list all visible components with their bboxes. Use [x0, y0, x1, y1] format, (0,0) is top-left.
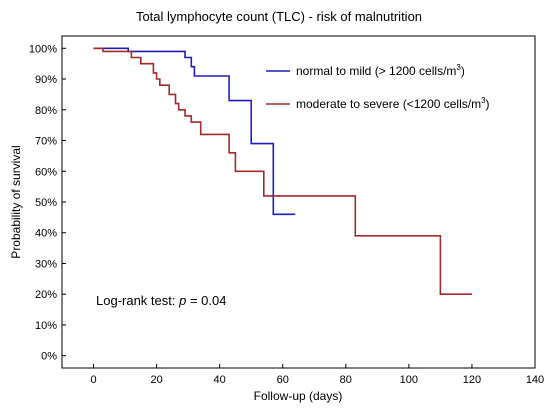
x-tick-label: 100 — [400, 374, 418, 386]
legend: normal to mild (> 1200 cells/m3) moderate… — [266, 63, 490, 111]
y-axis-ticks: 0% 10% 20% 30% 40% 50% 60% 70% 80% 90% 100% — [29, 43, 66, 363]
x-tick-label: 140 — [526, 374, 544, 386]
y-axis-label: Probability of survival — [9, 145, 23, 258]
x-tick-label: 80 — [340, 374, 352, 386]
y-tick-label: 10% — [35, 320, 57, 332]
y-tick-label: 20% — [35, 289, 57, 301]
x-tick-label: 20 — [150, 374, 162, 386]
series-line-2 — [93, 47, 472, 296]
y-tick-label: 90% — [35, 74, 57, 86]
x-tick-label: 0 — [90, 374, 96, 386]
x-tick-label: 120 — [463, 374, 481, 386]
y-tick-label: 50% — [35, 197, 57, 209]
plot-frame — [61, 35, 536, 369]
x-tick-label: 60 — [277, 374, 289, 386]
series-line-1 — [93, 47, 296, 216]
y-tick-label: 0% — [41, 351, 57, 363]
x-axis-label: Follow-up (days) — [254, 389, 343, 403]
legend-label-2: moderate to severe (<1200 cells/m3) — [296, 96, 490, 111]
y-tick-label: 80% — [35, 105, 57, 117]
y-tick-label: 30% — [35, 258, 57, 270]
y-tick-label: 60% — [35, 166, 57, 178]
x-tick-label: 40 — [214, 374, 226, 386]
x-axis-ticks: 0 20 40 60 80 100 120 140 — [90, 364, 544, 386]
legend-label-1: normal to mild (> 1200 cells/m3) — [296, 63, 465, 78]
survival-curves — [93, 47, 472, 296]
y-tick-label: 100% — [29, 43, 57, 55]
y-tick-label: 40% — [35, 228, 57, 240]
y-tick-label: 70% — [35, 136, 57, 148]
chart-title: Total lymphocyte count (TLC) - risk of m… — [136, 9, 422, 24]
log-rank-annotation: Log-rank test: p = 0.04 — [96, 293, 226, 308]
